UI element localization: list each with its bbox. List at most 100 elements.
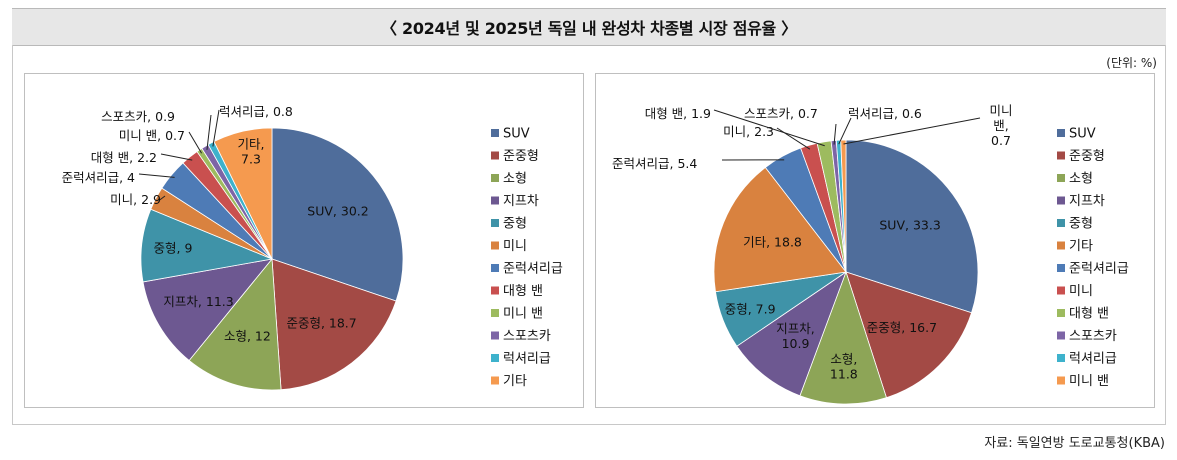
pie1-data-label-8: 미니 밴, 0.7 <box>119 128 185 143</box>
pie2-data-label-11: 미니 밴, 0.7 <box>989 103 1012 148</box>
pie1-leader-9 <box>206 114 212 150</box>
pie2-legend-label-5: 기타 <box>1069 239 1093 254</box>
pie1-data-label-5: 미니, 2.9 <box>110 192 161 207</box>
pie1-data-label-2: 소형, 12 <box>224 328 271 343</box>
pie2-legend-label-1: 준중형 <box>1069 149 1105 164</box>
pie1-legend-swatch-3 <box>491 196 499 205</box>
pie2-legend-swatch-1 <box>1057 151 1065 160</box>
pie2-data-label-9: 스포츠카, 0.7 <box>744 106 818 121</box>
pie1-legend-label-6: 준럭셔리급 <box>503 262 563 277</box>
pie1-legend-label-5: 미니 <box>503 239 527 254</box>
pie1-legend-label-7: 대형 밴 <box>503 284 543 299</box>
pie1-legend-swatch-0 <box>491 129 499 137</box>
pie1-data-label-10: 럭셔리급, 0.8 <box>219 104 293 119</box>
pie2-legend-swatch-10 <box>1057 354 1065 362</box>
pie2-leader-9 <box>833 123 837 145</box>
pie1-legend-swatch-5 <box>491 241 499 250</box>
pie2-legend-swatch-7 <box>1057 286 1065 295</box>
pie1-leader-7 <box>160 153 193 161</box>
pie2-data-label-2: 소형, 11.8 <box>830 352 858 382</box>
pie1-legend-label-3: 지프차 <box>503 194 539 209</box>
unit-label: (단위: %) <box>1106 56 1157 70</box>
pie1-legend-label-10: 럭셔리급 <box>503 352 551 367</box>
pie2-leader-10 <box>838 117 852 145</box>
source-note: 자료: 독일연방 도로교통청(KBA) <box>984 436 1165 451</box>
pie1-slice-3 <box>142 258 273 362</box>
pie2-legend-label-6: 준럭셔리급 <box>1069 262 1129 277</box>
pie1-legend-swatch-10 <box>491 354 499 362</box>
pie1-data-label-9: 스포츠카, 0.9 <box>101 109 175 124</box>
pie1-legend-label-11: 기타 <box>503 374 527 389</box>
pie1-legend-label-2: 소형 <box>503 172 527 187</box>
pie1-legend-swatch-9 <box>491 331 499 340</box>
figure-frame <box>12 45 1166 425</box>
pie1-data-label-4: 중형, 9 <box>154 240 193 255</box>
pie1-leader-6 <box>138 173 175 178</box>
pie2-legend-swatch-6 <box>1057 264 1065 272</box>
pie1-legend-label-0: SUV <box>503 127 530 142</box>
pie1-legend-swatch-1 <box>491 151 499 160</box>
pie1-legend-label-4: 중형 <box>503 217 527 232</box>
pie2-leader-8 <box>713 109 825 147</box>
pie2-slice-1 <box>845 271 973 399</box>
pie1-data-label-1: 준중형, 18.7 <box>286 315 356 330</box>
pie2-legend-swatch-2 <box>1057 174 1065 182</box>
pie2-legend-label-4: 중형 <box>1069 217 1093 232</box>
pie2-legend-label-0: SUV <box>1069 127 1096 142</box>
pie1-data-label-3: 지프차, 11.3 <box>163 294 233 309</box>
pie2-slice-2 <box>799 270 887 405</box>
pie1-legend-swatch-11 <box>491 376 499 385</box>
pie2-legend-label-9: 스포츠카 <box>1069 329 1117 344</box>
pie2-legend-swatch-11 <box>1057 376 1065 385</box>
pie2-legend-label-2: 소형 <box>1069 172 1093 187</box>
pie1-legend-swatch-7 <box>491 286 499 295</box>
pie2-legend-swatch-4 <box>1057 219 1065 227</box>
pie2-slice-3 <box>736 270 847 397</box>
pie2-data-label-5: 기타, 18.8 <box>743 234 802 249</box>
pie1-slice-1 <box>271 258 397 391</box>
pie2-legend-swatch-8 <box>1057 309 1065 317</box>
pie2-leader-11 <box>843 117 981 145</box>
pie2-legend-label-3: 지프차 <box>1069 194 1105 209</box>
pie2-data-label-7: 미니, 2.3 <box>723 124 774 139</box>
pie2-data-label-6: 준럭셔리급, 5.4 <box>612 156 697 171</box>
pie1-slice-0 <box>271 127 404 302</box>
pie1-legend-label-1: 준중형 <box>503 149 539 164</box>
pie2-leader-7 <box>776 127 811 150</box>
pie2-slice-0 <box>845 139 979 314</box>
pie1-leader-10 <box>212 109 220 147</box>
pie2-legend-swatch-0 <box>1057 129 1065 137</box>
pie2-data-label-1: 준중형, 16.7 <box>867 320 937 335</box>
pie1-legend-label-9: 스포츠카 <box>503 329 551 344</box>
pie1-leader-8 <box>188 131 202 154</box>
pie-2025-svg: SUV, 33.3 준중형, 16.7 소형, 11.8 지프차, 10.9중형, 7.9… <box>612 103 1129 405</box>
chart-title: 〈 2024년 및 2025년 독일 내 완성차 차종별 시장 점유율 〉 <box>12 8 1166 46</box>
pie1-data-label-7: 대형 밴, 2.2 <box>91 150 157 165</box>
pie-chart-2025: SUV, 33.3 준중형, 16.7 소형, 11.8 지프차, 10.9 중형, 7.9… <box>595 73 1155 408</box>
pie1-slice-2 <box>188 257 282 391</box>
pie2-data-label-0: SUV, 33.3 <box>879 217 940 232</box>
pie2-legend-label-10: 럭셔리급 <box>1069 352 1117 367</box>
pie2-legend-label-7: 미니 <box>1069 284 1093 299</box>
pie1-data-label-0: SUV, 30.2 <box>307 204 368 219</box>
pie2-data-label-8: 대형 밴, 1.9 <box>645 106 711 121</box>
pie2-legend-label-11: 미니 밴 <box>1069 374 1109 389</box>
pie1-legend-label-8: 미니 밴 <box>503 307 543 322</box>
pie1-data-label-11: 기타, 7.3 <box>238 137 265 167</box>
pie1-legend-swatch-2 <box>491 174 499 182</box>
pie2-legend-label-8: 대형 밴 <box>1069 307 1109 322</box>
pie1-legend-swatch-8 <box>491 309 499 317</box>
pie2-legend-swatch-5 <box>1057 241 1065 250</box>
pie2-data-label-3: 지프차, 10.9 <box>776 321 814 351</box>
pie-chart-2024: SUV, 30.2 준중형, 18.7 소형, 12 지프차, 11.3 중형, 9 미니… <box>24 73 584 408</box>
pie2-data-label-10: 럭셔리급, 0.6 <box>848 106 922 121</box>
pie1-leader-5 <box>159 195 166 201</box>
pie2-data-label-4: 중형, 7.9 <box>725 302 776 317</box>
pie1-legend-swatch-6 <box>491 264 499 272</box>
pie2-legend-swatch-9 <box>1057 331 1065 340</box>
pie2-legend-swatch-3 <box>1057 196 1065 205</box>
pie2-slice-5 <box>713 166 847 293</box>
pie1-legend-swatch-4 <box>491 219 499 227</box>
pie1-data-label-6: 준럭셔리급, 4 <box>62 170 135 185</box>
pie-2024-svg: SUV, 30.2 준중형, 18.7 소형, 12 지프차, 11.3 중형, 9 미니… <box>62 104 563 391</box>
